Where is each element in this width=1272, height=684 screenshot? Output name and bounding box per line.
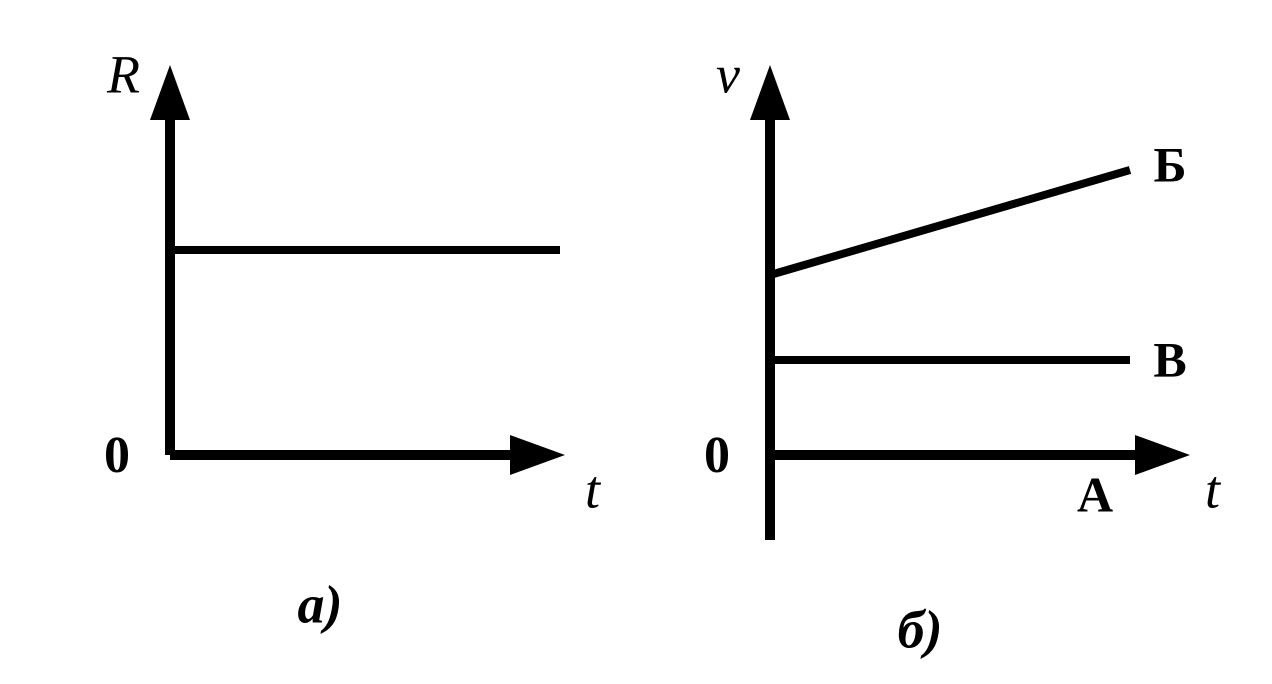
y-axis-label: R bbox=[106, 44, 140, 104]
series-label-В: В bbox=[1153, 331, 1186, 387]
panel-a: R t 0 а) bbox=[104, 44, 602, 634]
series-label-А: А bbox=[1077, 466, 1113, 522]
series-label-Б: Б bbox=[1153, 136, 1186, 192]
y-axis-label: v bbox=[716, 44, 740, 104]
series-Б bbox=[770, 170, 1130, 275]
panel-caption-b: б) bbox=[898, 599, 943, 659]
panel-caption-a: а) bbox=[298, 574, 343, 634]
panel-b: v t 0 Б В А б) bbox=[704, 44, 1222, 659]
x-axis-label: t bbox=[1205, 459, 1222, 519]
origin-label: 0 bbox=[704, 427, 730, 484]
origin-label: 0 bbox=[104, 427, 130, 484]
x-axis-label: t bbox=[585, 459, 602, 519]
